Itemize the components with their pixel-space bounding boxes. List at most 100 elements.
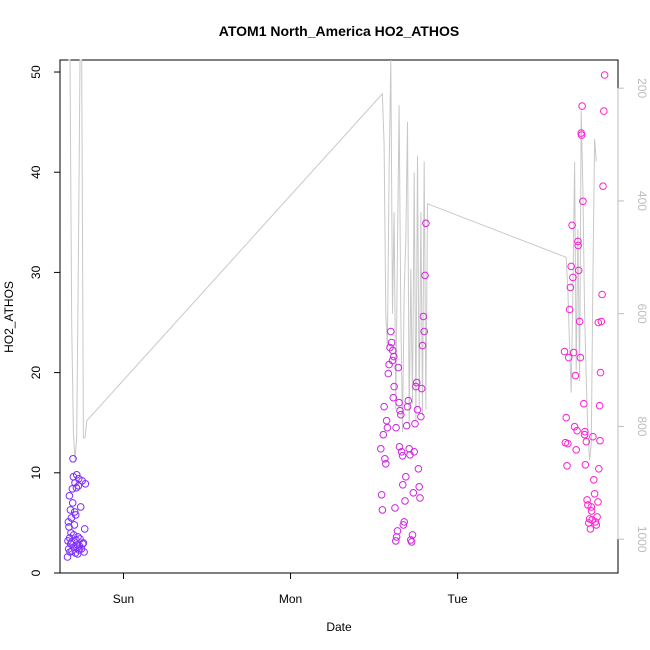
data-point	[65, 492, 74, 500]
data-point	[78, 540, 87, 548]
y-tick-label: 50	[29, 65, 43, 79]
data-point	[392, 423, 400, 432]
data-point	[574, 266, 583, 275]
data-point	[409, 489, 418, 497]
data-point	[397, 410, 405, 419]
data-point	[566, 283, 575, 292]
data-point	[394, 363, 403, 372]
x-tick-label: Sun	[113, 592, 134, 606]
data-point	[387, 327, 395, 336]
data-point	[398, 452, 407, 460]
data-point	[76, 503, 85, 511]
data-point	[81, 480, 90, 488]
data-point	[596, 436, 604, 445]
data-point	[563, 462, 571, 470]
data-point	[594, 498, 602, 506]
data-point	[570, 422, 579, 431]
y-right-tick-label: 800	[635, 416, 649, 436]
y-right-tick-label: 400	[635, 191, 649, 211]
data-point	[594, 318, 603, 327]
data-point	[415, 483, 424, 491]
data-point	[576, 353, 585, 362]
data-point	[595, 465, 603, 473]
data-point	[587, 503, 596, 511]
data-point	[422, 219, 430, 228]
data-point	[413, 405, 422, 414]
data-point	[400, 518, 409, 526]
data-point	[574, 241, 583, 250]
data-point	[71, 511, 80, 519]
data-point	[577, 131, 586, 139]
data-point	[420, 327, 429, 336]
data-point	[593, 513, 601, 521]
data-point	[591, 518, 600, 526]
data-point	[378, 506, 387, 514]
data-point	[377, 491, 386, 499]
x-axis: Sun Mon Tue	[113, 572, 468, 606]
data-point	[564, 439, 572, 448]
data-point	[586, 525, 595, 533]
data-point	[410, 448, 419, 456]
data-point	[419, 312, 428, 321]
data-point	[395, 398, 403, 407]
plot-area	[59, 59, 619, 574]
data-point	[80, 525, 89, 533]
data-point	[562, 413, 571, 422]
data-point	[72, 484, 81, 492]
data-point	[403, 402, 412, 411]
data-point	[399, 521, 408, 529]
data-point	[80, 548, 88, 556]
data-point	[564, 353, 573, 362]
pressure-line	[68, 59, 597, 461]
data-point	[412, 378, 421, 387]
data-point	[387, 338, 396, 347]
data-point	[416, 494, 424, 502]
x-tick-label: Mon	[279, 592, 302, 606]
data-point	[382, 416, 391, 425]
data-point	[417, 384, 426, 393]
pressure-line-layer	[68, 59, 597, 461]
data-point	[590, 490, 599, 498]
data-point	[377, 445, 385, 453]
data-point	[402, 473, 410, 481]
data-point	[595, 401, 604, 410]
data-point	[392, 537, 400, 545]
data-point	[74, 533, 82, 541]
y-right-tick-label: 600	[635, 304, 649, 324]
data-point	[401, 497, 409, 505]
y-right-tick-label: 1000	[635, 526, 649, 553]
data-point	[390, 382, 398, 391]
data-point	[68, 499, 77, 507]
data-point	[393, 527, 402, 535]
data-point	[388, 356, 397, 365]
data-point	[397, 448, 406, 456]
data-point	[578, 102, 586, 110]
data-point	[380, 402, 388, 411]
data-point	[580, 430, 589, 439]
y-axis: 0 10 20 30 40 50	[29, 65, 61, 576]
data-point	[418, 341, 427, 350]
y-right-tick-label: 200	[635, 78, 649, 98]
data-point	[592, 521, 601, 529]
data-point	[581, 461, 590, 469]
data-point	[598, 290, 606, 299]
data-point	[382, 460, 390, 468]
data-point	[580, 399, 588, 408]
x-tick-label: Tue	[447, 592, 468, 606]
data-point	[589, 432, 597, 441]
data-point	[408, 531, 417, 539]
data-point	[571, 371, 580, 380]
data-point	[414, 465, 423, 473]
data-point	[569, 273, 577, 282]
x-axis-label: Date	[326, 620, 352, 634]
data-point	[70, 521, 79, 529]
data-point	[395, 443, 404, 451]
y-tick-label: 30	[29, 265, 43, 279]
data-point	[69, 531, 78, 539]
data-point	[583, 496, 591, 504]
data-point	[575, 317, 584, 326]
data-point	[390, 352, 398, 361]
y-tick-label: 20	[29, 366, 43, 380]
data-point	[417, 412, 425, 421]
data-point	[573, 426, 581, 435]
